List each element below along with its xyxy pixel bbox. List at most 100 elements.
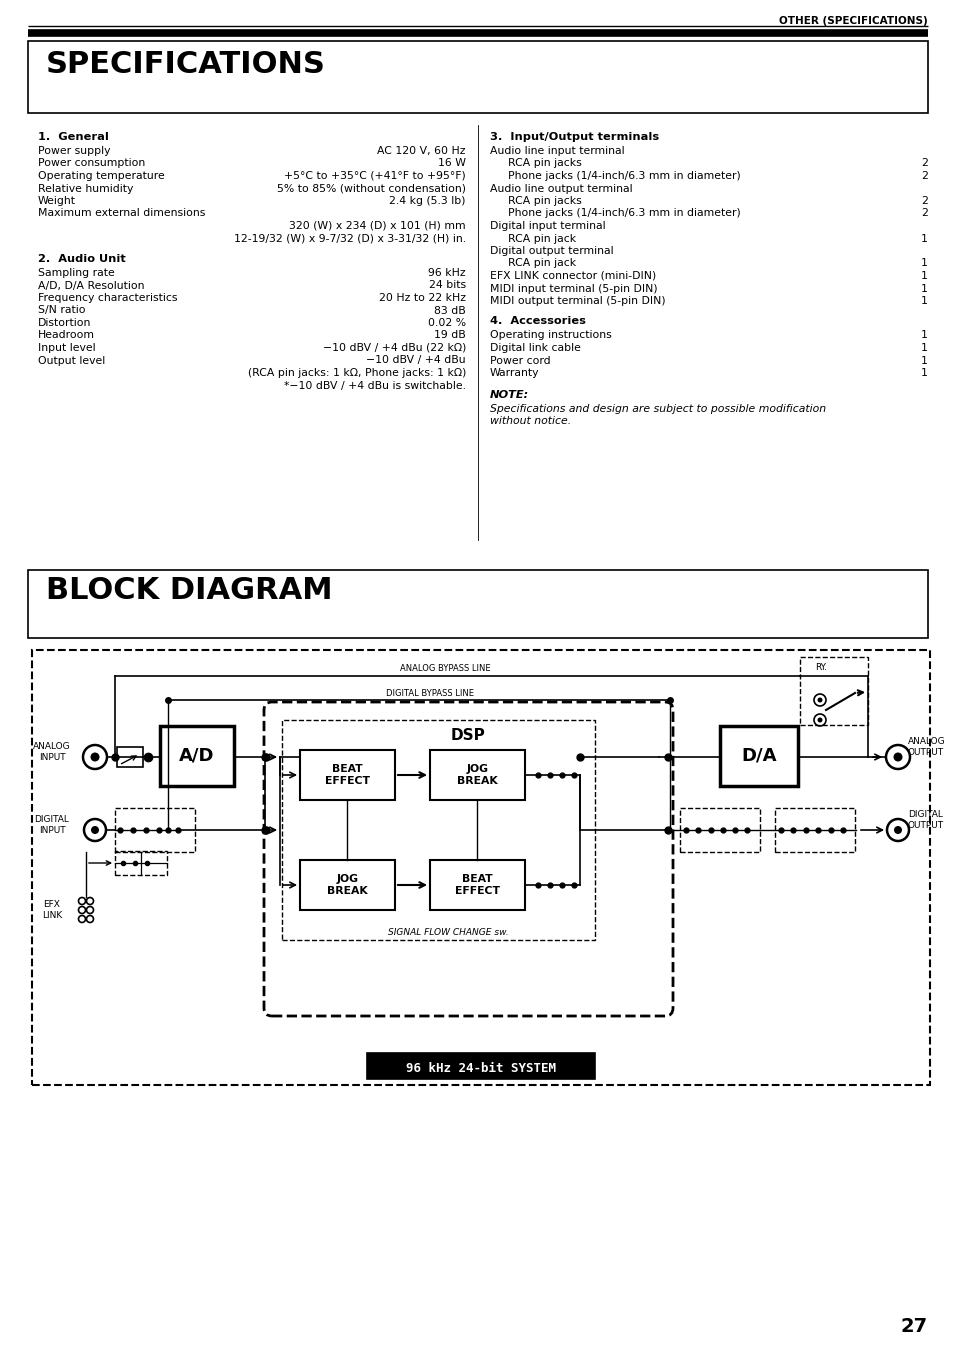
Text: JOG
BREAK: JOG BREAK bbox=[327, 874, 368, 896]
Text: MIDI input terminal (5-pin DIN): MIDI input terminal (5-pin DIN) bbox=[490, 284, 657, 293]
Text: RCA pin jacks: RCA pin jacks bbox=[507, 196, 581, 205]
Text: BLOCK DIAGRAM: BLOCK DIAGRAM bbox=[46, 576, 333, 605]
Text: DSP: DSP bbox=[451, 728, 485, 743]
Text: 20 Hz to 22 kHz: 20 Hz to 22 kHz bbox=[378, 293, 465, 303]
Text: 27: 27 bbox=[900, 1317, 927, 1336]
Text: 1: 1 bbox=[921, 331, 927, 340]
Text: EFX
LINK: EFX LINK bbox=[42, 900, 62, 920]
Text: ANALOG
INPUT: ANALOG INPUT bbox=[33, 742, 71, 762]
Text: 2.  Audio Unit: 2. Audio Unit bbox=[38, 254, 126, 263]
Text: 1: 1 bbox=[921, 234, 927, 243]
Text: Warranty: Warranty bbox=[490, 367, 539, 378]
FancyBboxPatch shape bbox=[430, 861, 524, 911]
Text: 1: 1 bbox=[921, 367, 927, 378]
Text: 24 bits: 24 bits bbox=[429, 281, 465, 290]
Circle shape bbox=[817, 717, 821, 723]
Text: Specifications and design are subject to possible modification: Specifications and design are subject to… bbox=[490, 404, 825, 413]
FancyBboxPatch shape bbox=[299, 750, 395, 800]
Text: Power cord: Power cord bbox=[490, 355, 550, 366]
Text: Audio line input terminal: Audio line input terminal bbox=[490, 146, 624, 155]
Text: 5% to 85% (without condensation): 5% to 85% (without condensation) bbox=[276, 184, 465, 193]
Circle shape bbox=[893, 753, 902, 762]
Text: 16 W: 16 W bbox=[437, 158, 465, 169]
Text: ANALOG BYPASS LINE: ANALOG BYPASS LINE bbox=[399, 663, 490, 673]
Text: Input level: Input level bbox=[38, 343, 95, 353]
Text: Frequency characteristics: Frequency characteristics bbox=[38, 293, 177, 303]
Text: 1: 1 bbox=[921, 355, 927, 366]
Text: ANALOG
OUTPUT: ANALOG OUTPUT bbox=[907, 736, 944, 757]
Text: Output level: Output level bbox=[38, 355, 105, 366]
Text: 2: 2 bbox=[921, 158, 927, 169]
Text: 96 kHz 24-bit SYSTEM: 96 kHz 24-bit SYSTEM bbox=[406, 1062, 556, 1074]
Text: Relative humidity: Relative humidity bbox=[38, 184, 133, 193]
Text: Operating temperature: Operating temperature bbox=[38, 172, 165, 181]
Text: AC 120 V, 60 Hz: AC 120 V, 60 Hz bbox=[377, 146, 465, 155]
Text: SPECIFICATIONS: SPECIFICATIONS bbox=[46, 50, 326, 78]
Text: 96 kHz: 96 kHz bbox=[428, 267, 465, 278]
Text: without notice.: without notice. bbox=[490, 416, 571, 426]
FancyBboxPatch shape bbox=[264, 703, 672, 1016]
Text: (RCA pin jacks: 1 kΩ, Phone jacks: 1 kΩ): (RCA pin jacks: 1 kΩ, Phone jacks: 1 kΩ) bbox=[248, 367, 465, 378]
FancyBboxPatch shape bbox=[367, 1052, 595, 1079]
Text: EFX LINK connector (mini-DIN): EFX LINK connector (mini-DIN) bbox=[490, 272, 656, 281]
Text: BEAT
EFFECT: BEAT EFFECT bbox=[325, 763, 370, 786]
Text: RCA pin jacks: RCA pin jacks bbox=[507, 158, 581, 169]
Text: RY.: RY. bbox=[814, 663, 826, 671]
Text: Power consumption: Power consumption bbox=[38, 158, 145, 169]
Text: SIGNAL FLOW CHANGE sw.: SIGNAL FLOW CHANGE sw. bbox=[388, 928, 508, 938]
Text: Operating instructions: Operating instructions bbox=[490, 331, 611, 340]
Text: MIDI output terminal (5-pin DIN): MIDI output terminal (5-pin DIN) bbox=[490, 296, 665, 305]
FancyBboxPatch shape bbox=[117, 747, 143, 767]
FancyBboxPatch shape bbox=[430, 750, 524, 800]
Text: +5°C to +35°C (+41°F to +95°F): +5°C to +35°C (+41°F to +95°F) bbox=[284, 172, 465, 181]
Text: JOG
BREAK: JOG BREAK bbox=[456, 763, 497, 786]
Text: 12-19/32 (W) x 9-7/32 (D) x 3-31/32 (H) in.: 12-19/32 (W) x 9-7/32 (D) x 3-31/32 (H) … bbox=[233, 234, 465, 243]
Text: RCA pin jack: RCA pin jack bbox=[507, 258, 576, 269]
Text: 2: 2 bbox=[921, 208, 927, 219]
FancyBboxPatch shape bbox=[299, 861, 395, 911]
Text: Digital output terminal: Digital output terminal bbox=[490, 246, 613, 255]
Text: Weight: Weight bbox=[38, 196, 76, 205]
Text: DIGITAL BYPASS LINE: DIGITAL BYPASS LINE bbox=[386, 689, 474, 698]
Text: S/N ratio: S/N ratio bbox=[38, 305, 86, 316]
Text: Audio line output terminal: Audio line output terminal bbox=[490, 184, 632, 193]
FancyBboxPatch shape bbox=[720, 725, 797, 786]
Circle shape bbox=[91, 825, 99, 834]
Text: Digital link cable: Digital link cable bbox=[490, 343, 580, 353]
Text: −10 dBV / +4 dBu: −10 dBV / +4 dBu bbox=[366, 355, 465, 366]
Text: 1: 1 bbox=[921, 284, 927, 293]
Text: 2: 2 bbox=[921, 196, 927, 205]
Text: OTHER (SPECIFICATIONS): OTHER (SPECIFICATIONS) bbox=[779, 16, 927, 26]
Text: Headroom: Headroom bbox=[38, 331, 95, 340]
Text: 3.  Input/Output terminals: 3. Input/Output terminals bbox=[490, 132, 659, 142]
Text: 0.02 %: 0.02 % bbox=[428, 317, 465, 328]
Text: 4.  Accessories: 4. Accessories bbox=[490, 316, 585, 327]
Text: A/D, D/A Resolution: A/D, D/A Resolution bbox=[38, 281, 144, 290]
Circle shape bbox=[91, 753, 99, 762]
Text: 320 (W) x 234 (D) x 101 (H) mm: 320 (W) x 234 (D) x 101 (H) mm bbox=[289, 222, 465, 231]
Text: 1: 1 bbox=[921, 272, 927, 281]
Text: Maximum external dimensions: Maximum external dimensions bbox=[38, 208, 205, 219]
Text: D/A: D/A bbox=[740, 747, 776, 765]
Circle shape bbox=[893, 825, 901, 834]
Text: 83 dB: 83 dB bbox=[434, 305, 465, 316]
FancyBboxPatch shape bbox=[160, 725, 233, 786]
Text: Sampling rate: Sampling rate bbox=[38, 267, 114, 278]
Text: −10 dBV / +4 dBu (22 kΩ): −10 dBV / +4 dBu (22 kΩ) bbox=[322, 343, 465, 353]
Text: DIGITAL
INPUT: DIGITAL INPUT bbox=[34, 815, 70, 835]
Text: Phone jacks (1/4-inch/6.3 mm in diameter): Phone jacks (1/4-inch/6.3 mm in diameter… bbox=[507, 208, 740, 219]
Text: 1: 1 bbox=[921, 296, 927, 305]
Text: 2: 2 bbox=[921, 172, 927, 181]
FancyBboxPatch shape bbox=[28, 570, 927, 638]
Text: 2.4 kg (5.3 lb): 2.4 kg (5.3 lb) bbox=[389, 196, 465, 205]
Text: 19 dB: 19 dB bbox=[434, 331, 465, 340]
Text: 1: 1 bbox=[921, 343, 927, 353]
Text: Power supply: Power supply bbox=[38, 146, 111, 155]
Text: A/D: A/D bbox=[179, 747, 214, 765]
Text: 1.  General: 1. General bbox=[38, 132, 109, 142]
Text: BEAT
EFFECT: BEAT EFFECT bbox=[455, 874, 499, 896]
FancyBboxPatch shape bbox=[32, 650, 929, 1085]
Text: 1: 1 bbox=[921, 258, 927, 269]
Text: Distortion: Distortion bbox=[38, 317, 91, 328]
Text: *−10 dBV / +4 dBu is switchable.: *−10 dBV / +4 dBu is switchable. bbox=[284, 381, 465, 390]
